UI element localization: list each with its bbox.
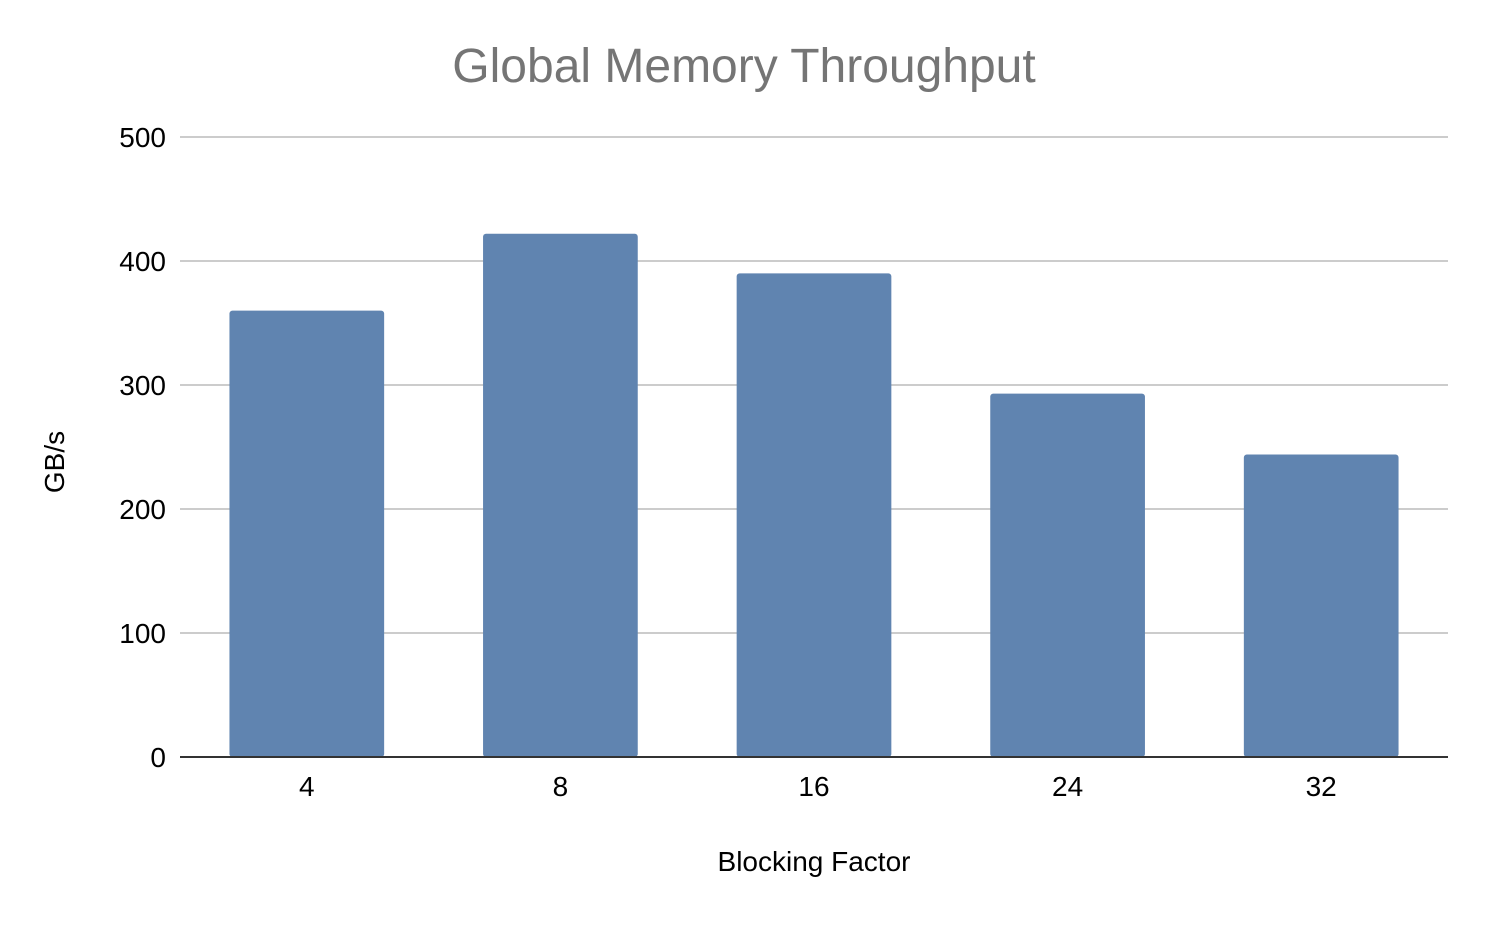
y-tick-label: 0 <box>150 742 166 773</box>
y-tick-labels: 0 100 200 300 400 500 <box>119 122 166 773</box>
x-axis-label: Blocking Factor <box>718 846 911 877</box>
bar-24 <box>990 393 1145 757</box>
x-tick-labels: 4 8 16 24 32 <box>299 771 1337 802</box>
x-tick-label: 4 <box>299 771 315 802</box>
x-tick-label: 24 <box>1052 771 1083 802</box>
y-tick-label: 300 <box>119 370 166 401</box>
y-tick-label: 500 <box>119 122 166 153</box>
y-axis-label: GB/s <box>39 431 70 493</box>
x-tick-label: 8 <box>553 771 569 802</box>
chart-title: Global Memory Throughput <box>452 40 1035 93</box>
bar-32 <box>1243 454 1399 757</box>
x-tick-label: 16 <box>798 771 829 802</box>
y-tick-label: 200 <box>119 494 166 525</box>
bar-4 <box>229 310 385 757</box>
y-tick-label: 100 <box>119 618 166 649</box>
x-tick-label: 32 <box>1306 771 1337 802</box>
bar-8 <box>483 233 638 758</box>
bars <box>229 233 1399 758</box>
bar-16 <box>736 273 892 757</box>
y-tick-label: 400 <box>119 246 166 277</box>
